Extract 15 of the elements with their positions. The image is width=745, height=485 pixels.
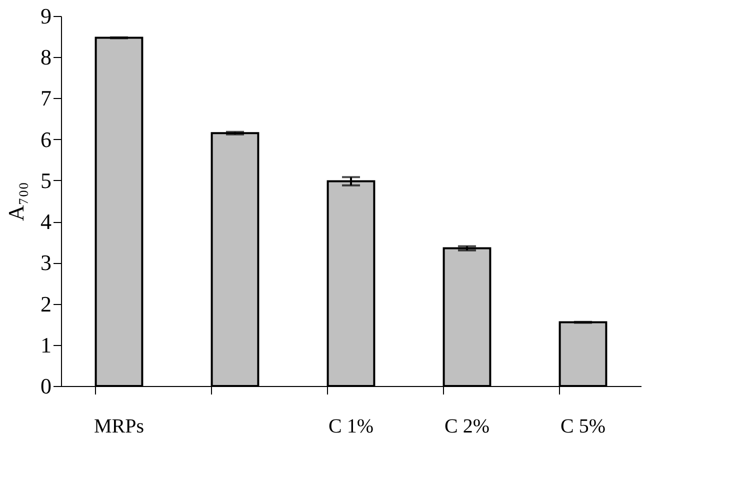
y-axis-title: A₇₀₀ xyxy=(4,182,28,221)
y-tick-label: 6 xyxy=(40,126,52,152)
y-tick-label: 2 xyxy=(40,291,52,316)
y-tick-label: 8 xyxy=(40,44,52,70)
x-tick-label: C 5% xyxy=(560,416,606,438)
x-tick-label: C 1% xyxy=(328,416,374,438)
x-tick-label: C 2% xyxy=(444,416,490,438)
y-tick-label: 0 xyxy=(40,374,52,398)
y-tick-label: 4 xyxy=(40,209,52,234)
y-tick-label: 1 xyxy=(40,332,52,358)
y-tick-label: 3 xyxy=(40,250,52,276)
y-tick-label: 9 xyxy=(40,4,52,28)
y-tick-label: 7 xyxy=(40,86,52,111)
y-tick-label: 5 xyxy=(40,168,52,193)
x-tick-label: MRPs xyxy=(94,416,144,438)
